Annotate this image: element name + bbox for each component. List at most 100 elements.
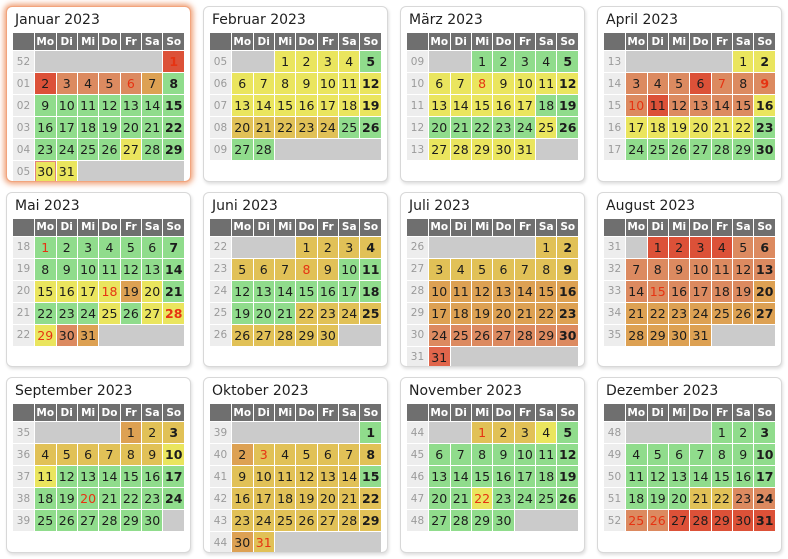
day-cell[interactable]: 6 [253, 258, 274, 280]
day-cell[interactable]: 17 [163, 466, 184, 488]
day-cell[interactable]: 9 [668, 258, 690, 280]
day-cell[interactable]: 20 [754, 280, 775, 302]
day-cell[interactable]: 3 [77, 236, 99, 258]
day-cell[interactable]: 11 [625, 466, 647, 488]
day-cell[interactable]: 28 [711, 139, 733, 160]
day-cell[interactable]: 13 [231, 95, 253, 116]
day-cell[interactable]: 13 [493, 280, 514, 302]
day-cell[interactable]: 29 [733, 139, 754, 160]
day-cell[interactable]: 12 [296, 466, 317, 488]
day-cell[interactable]: 5 [471, 258, 493, 280]
day-cell[interactable]: 22 [647, 302, 668, 324]
day-cell[interactable]: 16 [668, 280, 690, 302]
day-cell[interactable]: 9 [296, 73, 317, 94]
day-cell[interactable]: 7 [514, 258, 536, 280]
day-cell[interactable]: 3 [339, 236, 360, 258]
day-cell[interactable]: 20 [317, 488, 339, 510]
day-cell[interactable]: 14 [339, 466, 360, 488]
day-cell[interactable]: 25 [536, 488, 557, 510]
day-cell[interactable]: 9 [56, 258, 77, 280]
day-cell[interactable]: 24 [625, 139, 647, 160]
day-cell[interactable]: 25 [647, 139, 668, 160]
day-cell[interactable]: 29 [360, 510, 381, 532]
day-cell[interactable]: 26 [733, 302, 754, 324]
day-cell[interactable]: 22 [120, 488, 142, 510]
day-cell[interactable]: 7 [274, 258, 296, 280]
day-cell[interactable]: 17 [514, 95, 536, 116]
day-cell[interactable]: 10 [317, 73, 339, 94]
day-cell[interactable]: 30 [142, 510, 163, 532]
day-cell[interactable]: 17 [625, 117, 647, 138]
day-cell-holiday[interactable]: 22 [471, 488, 493, 510]
day-cell[interactable]: 30 [754, 139, 775, 160]
day-cell[interactable]: 3 [163, 422, 184, 444]
day-cell[interactable]: 19 [647, 488, 668, 510]
day-cell[interactable]: 13 [668, 466, 690, 488]
day-cell[interactable]: 22 [296, 302, 317, 324]
day-cell[interactable]: 8 [120, 444, 142, 466]
day-cell[interactable]: 16 [142, 466, 163, 488]
day-cell[interactable]: 4 [339, 51, 360, 72]
day-cell[interactable]: 22 [360, 488, 381, 510]
day-cell[interactable]: 25 [339, 117, 360, 138]
day-cell[interactable]: 29 [163, 139, 184, 160]
day-cell[interactable]: 5 [231, 258, 253, 280]
day-cell[interactable]: 6 [754, 236, 775, 258]
day-cell[interactable]: 16 [317, 280, 339, 302]
day-cell[interactable]: 5 [733, 236, 754, 258]
day-cell[interactable]: 23 [296, 117, 317, 138]
day-cell-holiday[interactable]: 10 [625, 95, 647, 116]
day-cell[interactable]: 2 [231, 444, 253, 466]
day-cell[interactable]: 7 [99, 444, 120, 466]
day-cell[interactable]: 10 [77, 258, 99, 280]
day-cell[interactable]: 1 [711, 422, 733, 444]
day-cell[interactable]: 11 [536, 73, 557, 94]
day-cell[interactable]: 31 [754, 510, 775, 532]
day-cell[interactable]: 3 [56, 73, 77, 94]
day-cell[interactable]: 24 [514, 488, 536, 510]
day-cell[interactable]: 19 [296, 488, 317, 510]
day-cell[interactable]: 31 [514, 139, 536, 160]
day-cell[interactable]: 18 [450, 302, 471, 324]
day-cell[interactable]: 29 [711, 510, 733, 532]
day-cell[interactable]: 23 [142, 488, 163, 510]
day-cell[interactable]: 28 [339, 510, 360, 532]
day-cell[interactable]: 12 [471, 280, 493, 302]
day-cell[interactable]: 22 [34, 302, 56, 324]
day-cell[interactable]: 18 [647, 117, 668, 138]
day-cell[interactable]: 18 [360, 280, 381, 302]
day-cell[interactable]: 13 [253, 280, 274, 302]
day-cell[interactable]: 21 [450, 117, 471, 138]
day-cell[interactable]: 31 [77, 324, 99, 346]
day-cell[interactable]: 18 [34, 488, 56, 510]
day-cell[interactable]: 25 [274, 510, 296, 532]
day-cell[interactable]: 19 [231, 302, 253, 324]
day-cell[interactable]: 4 [34, 444, 56, 466]
day-cell[interactable]: 30 [493, 510, 514, 532]
day-cell[interactable]: 27 [754, 302, 775, 324]
day-cell[interactable]: 16 [557, 280, 578, 302]
day-cell[interactable]: 20 [668, 488, 690, 510]
day-cell[interactable]: 10 [514, 73, 536, 94]
day-cell[interactable]: 7 [450, 73, 471, 94]
day-cell[interactable]: 27 [428, 510, 450, 532]
day-cell[interactable]: 21 [690, 488, 711, 510]
day-cell[interactable]: 9 [557, 258, 578, 280]
day-cell[interactable]: 19 [471, 302, 493, 324]
day-cell[interactable]: 4 [536, 51, 557, 72]
day-cell[interactable]: 27 [428, 139, 450, 160]
day-cell[interactable]: 16 [296, 95, 317, 116]
day-cell[interactable]: 25 [536, 117, 557, 138]
day-cell[interactable]: 23 [56, 302, 77, 324]
day-cell[interactable]: 12 [99, 95, 120, 116]
day-cell-holiday[interactable]: 3 [253, 444, 274, 466]
day-cell[interactable]: 30 [493, 139, 514, 160]
day-cell[interactable]: 29 [471, 139, 493, 160]
day-cell-holiday[interactable]: 31 [253, 532, 274, 553]
day-cell[interactable]: 26 [56, 510, 77, 532]
day-cell[interactable]: 18 [625, 488, 647, 510]
day-cell[interactable]: 14 [514, 280, 536, 302]
day-cell[interactable]: 10 [163, 444, 184, 466]
day-cell[interactable]: 17 [690, 280, 711, 302]
day-cell[interactable]: 17 [253, 488, 274, 510]
